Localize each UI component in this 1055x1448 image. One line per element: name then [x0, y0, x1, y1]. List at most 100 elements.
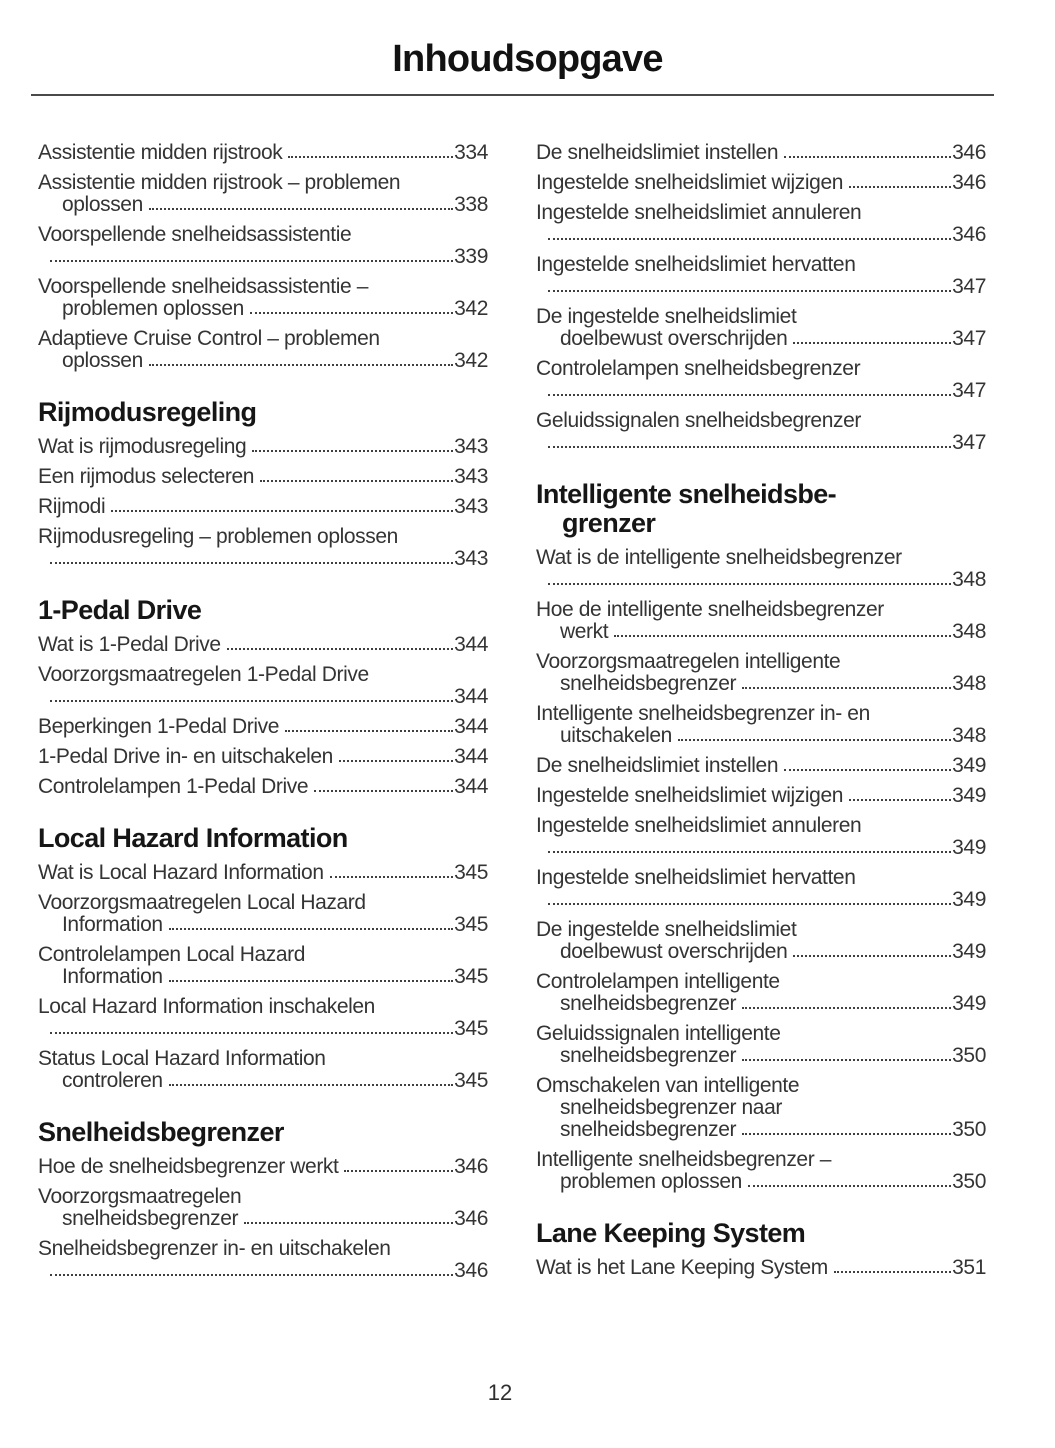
- toc-entry-line: Voorspellende snelheidsassistentie –: [38, 275, 368, 298]
- page-ref: 350: [952, 1044, 986, 1067]
- page-ref: 346: [952, 141, 986, 164]
- page-ref: 345: [454, 1069, 488, 1092]
- leader-dots: [249, 312, 454, 314]
- toc-entry-line: Omschakelen van intelligente: [536, 1074, 800, 1097]
- page-ref: 343: [454, 495, 488, 518]
- page-ref: 347: [952, 379, 986, 402]
- toc-entry-text: Ingestelde snelheidslimiet wijzigen: [536, 171, 844, 194]
- leader-dots: [784, 769, 952, 771]
- leader-dots: [548, 851, 952, 853]
- toc-entry-line: Voorzorgsmaatregelen: [38, 1185, 242, 1208]
- toc-entry: Wat is de intelligente snelheidsbegrenze…: [536, 547, 986, 591]
- page-ref: 344: [454, 775, 488, 798]
- toc-entry-line: Voorzorgsmaatregelen Local Hazard: [38, 891, 366, 914]
- toc-entry-line: Snelheidsbegrenzer in- en uitschakelen: [38, 1237, 391, 1260]
- toc-entry-text: problemen oplossen: [62, 297, 244, 320]
- toc-entry: Voorzorgsmaatregelen intelligente snelhei…: [536, 651, 986, 695]
- toc-entry-line: Wat is de intelligente snelheidsbegrenze…: [536, 546, 902, 569]
- toc-entry-line: Hoe de intelligente snelheidsbegrenzer: [536, 598, 884, 621]
- toc-entry-line: Controlelampen intelligente: [536, 970, 780, 993]
- toc-entry: Ingestelde snelheidslimiet hervatten 349: [536, 867, 986, 911]
- page-ref: 345: [454, 1017, 488, 1040]
- leader-dots: [742, 1133, 952, 1135]
- toc-entry-text: snelheidsbegrenzer: [560, 1044, 737, 1067]
- toc-entry-text: Hoe de snelheidsbegrenzer werkt: [38, 1155, 339, 1178]
- page-title: Inhoudsopgave: [392, 38, 663, 80]
- toc-entry-dots-line: 344: [38, 686, 488, 708]
- toc-entry: Status Local Hazard Information controler…: [38, 1048, 488, 1092]
- page-ref: 338: [454, 193, 488, 216]
- toc-entry-last-line: Wat is 1-Pedal Drive 344: [38, 634, 488, 656]
- toc-entry-text: problemen oplossen: [560, 1170, 742, 1193]
- leader-dots: [548, 394, 952, 396]
- leader-dots: [338, 760, 454, 762]
- page-ref: 348: [952, 568, 986, 591]
- toc-entry: Snelheidsbegrenzer in- en uitschakelen 34…: [38, 1238, 488, 1282]
- leader-dots: [548, 290, 952, 292]
- toc-entry-line: Voorspellende snelheidsassistentie: [38, 223, 352, 246]
- leader-dots: [50, 1274, 454, 1276]
- leader-dots: [747, 1185, 952, 1187]
- toc-entry: Ingestelde snelheidslimiet annuleren 346: [536, 202, 986, 246]
- toc-entry-last-line: oplossen 338: [38, 194, 488, 216]
- toc-entry-text: Wat is het Lane Keeping System: [536, 1256, 828, 1279]
- page-ref: 346: [952, 223, 986, 246]
- leader-dots: [50, 700, 454, 702]
- toc-entry-line: Ingestelde snelheidslimiet hervatten: [536, 866, 856, 889]
- toc-entry: Beperkingen 1-Pedal Drive 344: [38, 716, 488, 738]
- page-ref: 342: [454, 349, 488, 372]
- toc-entry: Ingestelde snelheidslimiet annuleren 349: [536, 815, 986, 859]
- leader-dots: [50, 562, 454, 564]
- leader-dots: [329, 876, 454, 878]
- toc-entry-last-line: uitschakelen 348: [536, 725, 986, 747]
- page-ref: 349: [952, 888, 986, 911]
- toc-entry-text: controleren: [62, 1069, 163, 1092]
- leader-dots: [244, 1222, 454, 1224]
- toc-entry-line: De ingestelde snelheidslimiet: [536, 305, 797, 328]
- page-ref: 344: [454, 685, 488, 708]
- toc-entry: De ingestelde snelheidslimiet doelbewust …: [536, 306, 986, 350]
- toc-section-heading: Snelheidsbegrenzer: [38, 1118, 488, 1147]
- toc-entry: Geluidssignalen snelheidsbegrenzer 347: [536, 410, 986, 454]
- toc-entry-line: Ingestelde snelheidslimiet annuleren: [536, 201, 862, 224]
- toc-entry-last-line: Hoe de snelheidsbegrenzer werkt 346: [38, 1156, 488, 1178]
- toc-entry-line: Assistentie midden rijstrook – problemen: [38, 171, 401, 194]
- toc-entry-line: Ingestelde snelheidslimiet hervatten: [536, 253, 856, 276]
- toc-entry-line: Controlelampen snelheidsbegrenzer: [536, 357, 861, 380]
- toc-entry-text: Wat is rijmodusregeling: [38, 435, 247, 458]
- leader-dots: [548, 583, 952, 585]
- toc-entry-last-line: Information 345: [38, 914, 488, 936]
- toc-entry-dots-line: 347: [536, 380, 986, 402]
- toc-entry-line: Controlelampen Local Hazard: [38, 943, 306, 966]
- toc-entry: De snelheidslimiet instellen 349: [536, 755, 986, 777]
- toc-entry-last-line: Beperkingen 1-Pedal Drive 344: [38, 716, 488, 738]
- leader-dots: [548, 903, 952, 905]
- toc-entry: Ingestelde snelheidslimiet hervatten 347: [536, 254, 986, 298]
- toc-entry-text: snelheidsbegrenzer: [560, 672, 737, 695]
- toc-entry-last-line: Information 345: [38, 966, 488, 988]
- toc-entry: Wat is rijmodusregeling 343: [38, 436, 488, 458]
- toc-entry-text: Ingestelde snelheidslimiet wijzigen: [536, 784, 844, 807]
- toc-entry-last-line: doelbewust overschrijden 347: [536, 328, 986, 350]
- toc-entry-line: Geluidssignalen snelheidsbegrenzer: [536, 409, 861, 432]
- toc-entry-line: snelheidsbegrenzer naar: [560, 1096, 782, 1119]
- toc-entry: Voorspellende snelheidsassistentie – prob…: [38, 276, 488, 320]
- toc-entry-last-line: snelheidsbegrenzer 346: [38, 1208, 488, 1230]
- leader-dots: [314, 790, 454, 792]
- leader-dots: [288, 156, 454, 158]
- toc-entry-line: Geluidssignalen intelligente: [536, 1022, 781, 1045]
- page-ref: 350: [952, 1170, 986, 1193]
- toc-entry-line: Adaptieve Cruise Control – problemen: [38, 327, 380, 350]
- leader-dots: [50, 1032, 454, 1034]
- toc-entry-line: Voorzorgsmaatregelen intelligente: [536, 650, 841, 673]
- leader-dots: [226, 648, 454, 650]
- toc-entry-dots-line: 347: [536, 432, 986, 454]
- toc-entry-last-line: snelheidsbegrenzer 350: [536, 1119, 986, 1141]
- toc-entry-last-line: Ingestelde snelheidslimiet wijzigen 346: [536, 172, 986, 194]
- leader-dots: [742, 1007, 952, 1009]
- toc-entry-text: Wat is 1-Pedal Drive: [38, 633, 221, 656]
- toc-entry-text: 1-Pedal Drive in- en uitschakelen: [38, 745, 333, 768]
- toc-entry: Assistentie midden rijstrook 334: [38, 142, 488, 164]
- toc-entry: Controlelampen intelligente snelheidsbegr…: [536, 971, 986, 1015]
